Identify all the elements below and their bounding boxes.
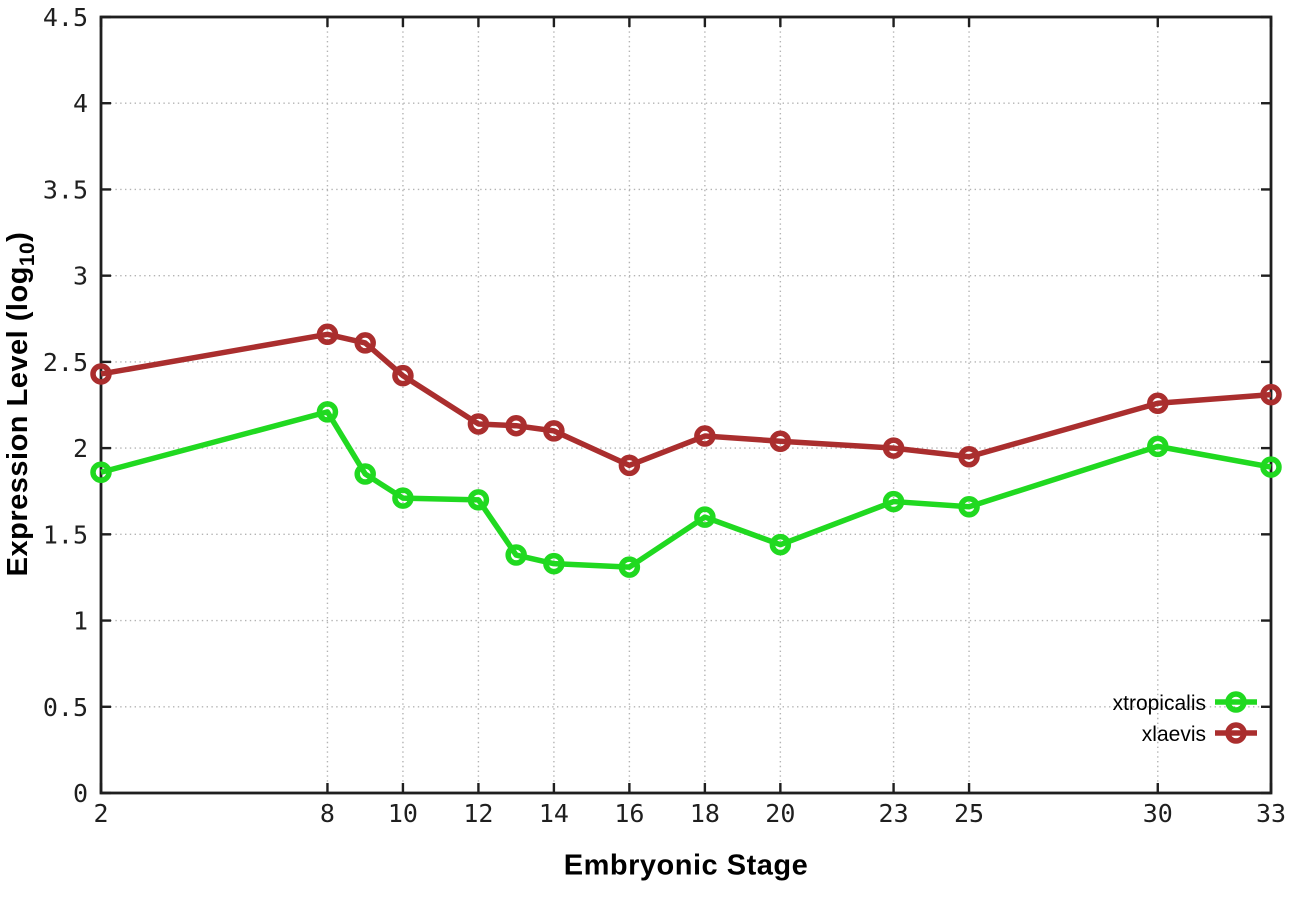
data-point-xtropicalis-stage-30: [1147, 435, 1169, 458]
data-point-xtropicalis-stage-10: [392, 487, 414, 509]
data-point-xtropicalis-stage-25: [958, 495, 980, 518]
y-tick-label: 3.5: [43, 175, 88, 204]
data-point-xlaevis-stage-25: [958, 445, 980, 468]
legend-marker-xtropicalis: [1225, 691, 1247, 713]
x-tick-label: 14: [539, 799, 569, 828]
x-tick-label: 10: [388, 799, 418, 828]
data-point-xtropicalis-stage-2: [90, 461, 112, 484]
data-point-xlaevis-stage-14: [543, 420, 565, 442]
y-axis-title-suffix: ): [2, 231, 35, 242]
data-point-xtropicalis-stage-13: [505, 544, 527, 566]
x-tick-label: 23: [879, 799, 909, 828]
data-point-xtropicalis-stage-20: [769, 533, 792, 556]
data-point-xtropicalis-stage-16: [618, 556, 641, 578]
plot-border: [99, 15, 1273, 795]
y-axis-title-text: Expression Level (log: [2, 266, 35, 577]
x-tick-label: 18: [690, 799, 720, 828]
x-tick-label: 30: [1143, 799, 1173, 828]
x-tick-label: 25: [954, 799, 984, 828]
y-tick-label: 3: [73, 262, 88, 291]
data-point-xtropicalis-stage-12: [467, 489, 490, 511]
y-tick-label: 0.5: [43, 693, 88, 722]
x-tick-label: 16: [614, 799, 644, 828]
y-tick-label: 4: [73, 89, 88, 118]
x-tick-label: 8: [320, 799, 335, 828]
data-point-xlaevis-stage-23: [882, 437, 905, 459]
y-axis-title: Expression Level (log10): [2, 232, 40, 577]
legend-label-xlaevis: xlaevis: [1142, 723, 1206, 746]
data-point-xlaevis-stage-13: [505, 414, 527, 437]
data-point-xtropicalis-stage-33: [1260, 456, 1282, 478]
series-line-xtropicalis: [100, 409, 1272, 570]
x-tick-label: 33: [1256, 799, 1286, 828]
data-point-xlaevis-stage-9: [354, 332, 376, 354]
x-tick-label: 12: [463, 799, 493, 828]
data-point-xtropicalis-stage-18: [694, 506, 716, 528]
y-tick-label: 1.5: [43, 520, 88, 549]
y-tick-label: 1: [73, 607, 88, 636]
data-point-xlaevis-stage-2: [90, 363, 112, 385]
y-axis-title-subscript: 10: [15, 241, 39, 267]
data-point-xtropicalis-stage-14: [543, 552, 565, 575]
data-point-xtropicalis-stage-9: [354, 463, 376, 485]
data-point-xlaevis-stage-10: [392, 364, 414, 387]
data-point-xlaevis-stage-30: [1147, 392, 1169, 415]
data-point-xtropicalis-stage-8: [316, 401, 339, 423]
x-axis-title: Embryonic Stage: [563, 849, 809, 882]
legend-marker-xlaevis: [1225, 722, 1247, 744]
data-point-xlaevis-stage-8: [316, 323, 339, 346]
x-tick-label: 20: [765, 799, 795, 828]
y-tick-label: 2: [73, 434, 88, 463]
data-point-xlaevis-stage-33: [1260, 383, 1282, 406]
y-tick-label: 4.5: [43, 3, 88, 32]
data-point-xlaevis-stage-12: [467, 413, 490, 435]
data-point-xlaevis-stage-18: [694, 425, 716, 447]
data-point-xlaevis-stage-20: [769, 430, 792, 452]
data-point-xlaevis-stage-16: [618, 454, 641, 477]
data-point-xtropicalis-stage-23: [882, 490, 905, 513]
legend-label-xtropicalis: xtropicalis: [1113, 692, 1206, 715]
series-line-xlaevis: [100, 331, 1272, 469]
x-tick-label: 2: [93, 799, 108, 828]
y-tick-label: 2.5: [43, 348, 88, 377]
y-tick-label: 0: [73, 779, 88, 808]
